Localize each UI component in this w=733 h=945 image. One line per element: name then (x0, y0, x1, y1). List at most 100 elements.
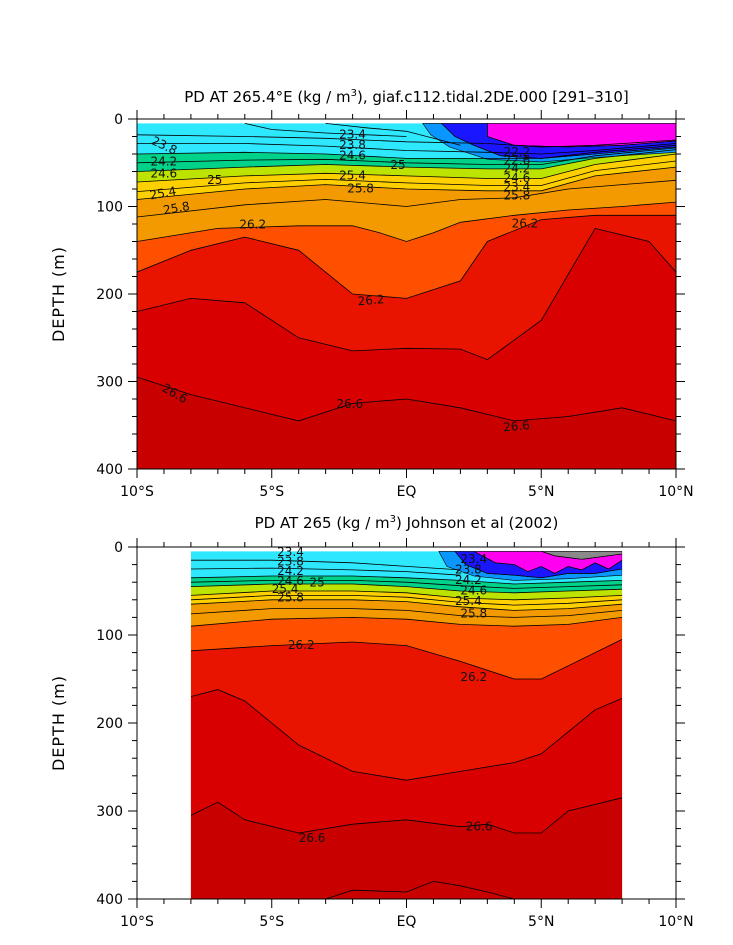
contour-label: 23.8 (277, 554, 304, 568)
isoline (190, 608, 623, 618)
contour-label: 24.6 (277, 574, 304, 588)
isoline (137, 143, 676, 155)
contour-label: 24.6 (504, 171, 531, 185)
isoline (137, 160, 676, 192)
x-tick-label: EQ (397, 484, 417, 500)
isoline (422, 123, 676, 163)
isoline (190, 580, 623, 589)
contour-label: 26.2 (460, 670, 487, 684)
isoline (190, 559, 461, 571)
isoline (244, 123, 407, 137)
contour-label: 25.8 (460, 606, 487, 620)
contour-label: 25.8 (347, 182, 374, 196)
isoline (190, 616, 623, 627)
contour-label: 23.8 (339, 138, 366, 152)
x-tick-label: 10°N (658, 484, 693, 500)
contour-label: 22.6 (504, 154, 531, 168)
isoline (137, 153, 676, 183)
y-axis-label: DEPTH (m) (49, 246, 68, 342)
contour-label: 25.4 (339, 168, 366, 182)
contour-label: 24.2 (150, 154, 177, 168)
x-tick-label: 10°S (120, 484, 154, 500)
y-tick-label: 100 (96, 628, 123, 644)
y-tick-label: 400 (96, 892, 123, 908)
contour-label: 23.8 (455, 562, 482, 576)
contour-label: 24.6 (150, 167, 177, 181)
isoline (137, 201, 676, 242)
density-overlay-2 (455, 551, 623, 578)
isoline (190, 583, 623, 594)
contour-label: 24.6 (460, 584, 487, 598)
contour-label: 26.6 (336, 397, 363, 411)
y-tick-label: 200 (96, 716, 123, 732)
contour-label: 23.4 (277, 545, 304, 559)
y-tick-label: 0 (114, 540, 123, 556)
x-tick-label: EQ (397, 914, 417, 930)
y-tick-label: 200 (96, 287, 123, 303)
y-tick-label: 300 (96, 375, 123, 391)
contour-label: 26.2 (512, 217, 539, 231)
contour-label: 24.2 (504, 161, 531, 175)
contour-label: 26.2 (288, 638, 315, 652)
x-tick-label: 10°N (658, 914, 693, 930)
contour-label: 25 (390, 158, 405, 172)
density-overlay-1 (441, 123, 676, 159)
contour-label: 23.4 (504, 180, 531, 194)
isoline (137, 147, 676, 165)
contour-label: 25 (207, 173, 222, 187)
contour-label: 25.8 (277, 591, 304, 605)
contour-label: 26.2 (239, 217, 266, 231)
isoline (325, 880, 515, 899)
isoline (190, 575, 623, 585)
isoline (137, 376, 676, 422)
x-tick-label: 10°S (120, 914, 154, 930)
isoline (137, 144, 676, 159)
y-tick-label: 300 (96, 804, 123, 820)
isoline (190, 595, 623, 606)
x-tick-label: 5°S (259, 914, 284, 930)
chart-title: PD AT 265.4°E (kg / m3), giaf.c112.tidal… (184, 88, 629, 106)
x-tick-label: 5°N (528, 914, 554, 930)
panel-2: 23.423.824.224.6 2525.425.826.223.423.824… (49, 514, 694, 930)
x-tick-label: 5°S (259, 484, 284, 500)
y-tick-label: 100 (96, 200, 123, 216)
isoline (137, 166, 676, 200)
isoline (190, 590, 623, 601)
contour-label: 26.6 (466, 819, 493, 833)
panel-1: 23.824.224.6 2525.425.826.223.423.824.625… (49, 88, 694, 500)
density-overlay-3 (438, 551, 623, 581)
contour-label: 24.2 (277, 564, 304, 578)
density-band-8 (137, 377, 676, 469)
isoline (325, 123, 461, 146)
y-tick-label: 0 (114, 112, 123, 128)
density-band-8 (190, 797, 623, 899)
chart-title: PD AT 265 (kg / m3) Johnson et al (2002) (255, 514, 559, 532)
y-tick-label: 400 (96, 462, 123, 478)
y-axis-label: DEPTH (m) (49, 675, 68, 771)
contour-label: 25.8 (504, 189, 531, 203)
isoline (190, 567, 461, 576)
isoline (438, 551, 623, 581)
x-tick-label: 5°N (528, 484, 554, 500)
contour-label: 23.4 (339, 127, 366, 141)
isoline (137, 227, 676, 361)
contour-label: 26.6 (503, 418, 531, 434)
isoline (190, 797, 623, 834)
isoline (137, 214, 676, 299)
density-overlay-0 (541, 551, 623, 560)
isoline (137, 149, 676, 172)
contour-label: 23.4 (460, 552, 487, 566)
contour-label: 25.4 (455, 594, 482, 608)
contour-field (190, 551, 623, 899)
contour-label: 25.4 (272, 582, 299, 596)
isoline (190, 639, 623, 680)
isoline (137, 134, 676, 148)
contour-field (137, 123, 676, 469)
contour-label: 25.8 (162, 199, 191, 217)
contour-label: 24.6 (339, 148, 366, 162)
density-overlay-0 (487, 123, 676, 147)
contour-label: 24.2 (455, 573, 482, 587)
contour-label: 25 (309, 576, 324, 590)
contour-label: 26.2 (357, 292, 385, 308)
